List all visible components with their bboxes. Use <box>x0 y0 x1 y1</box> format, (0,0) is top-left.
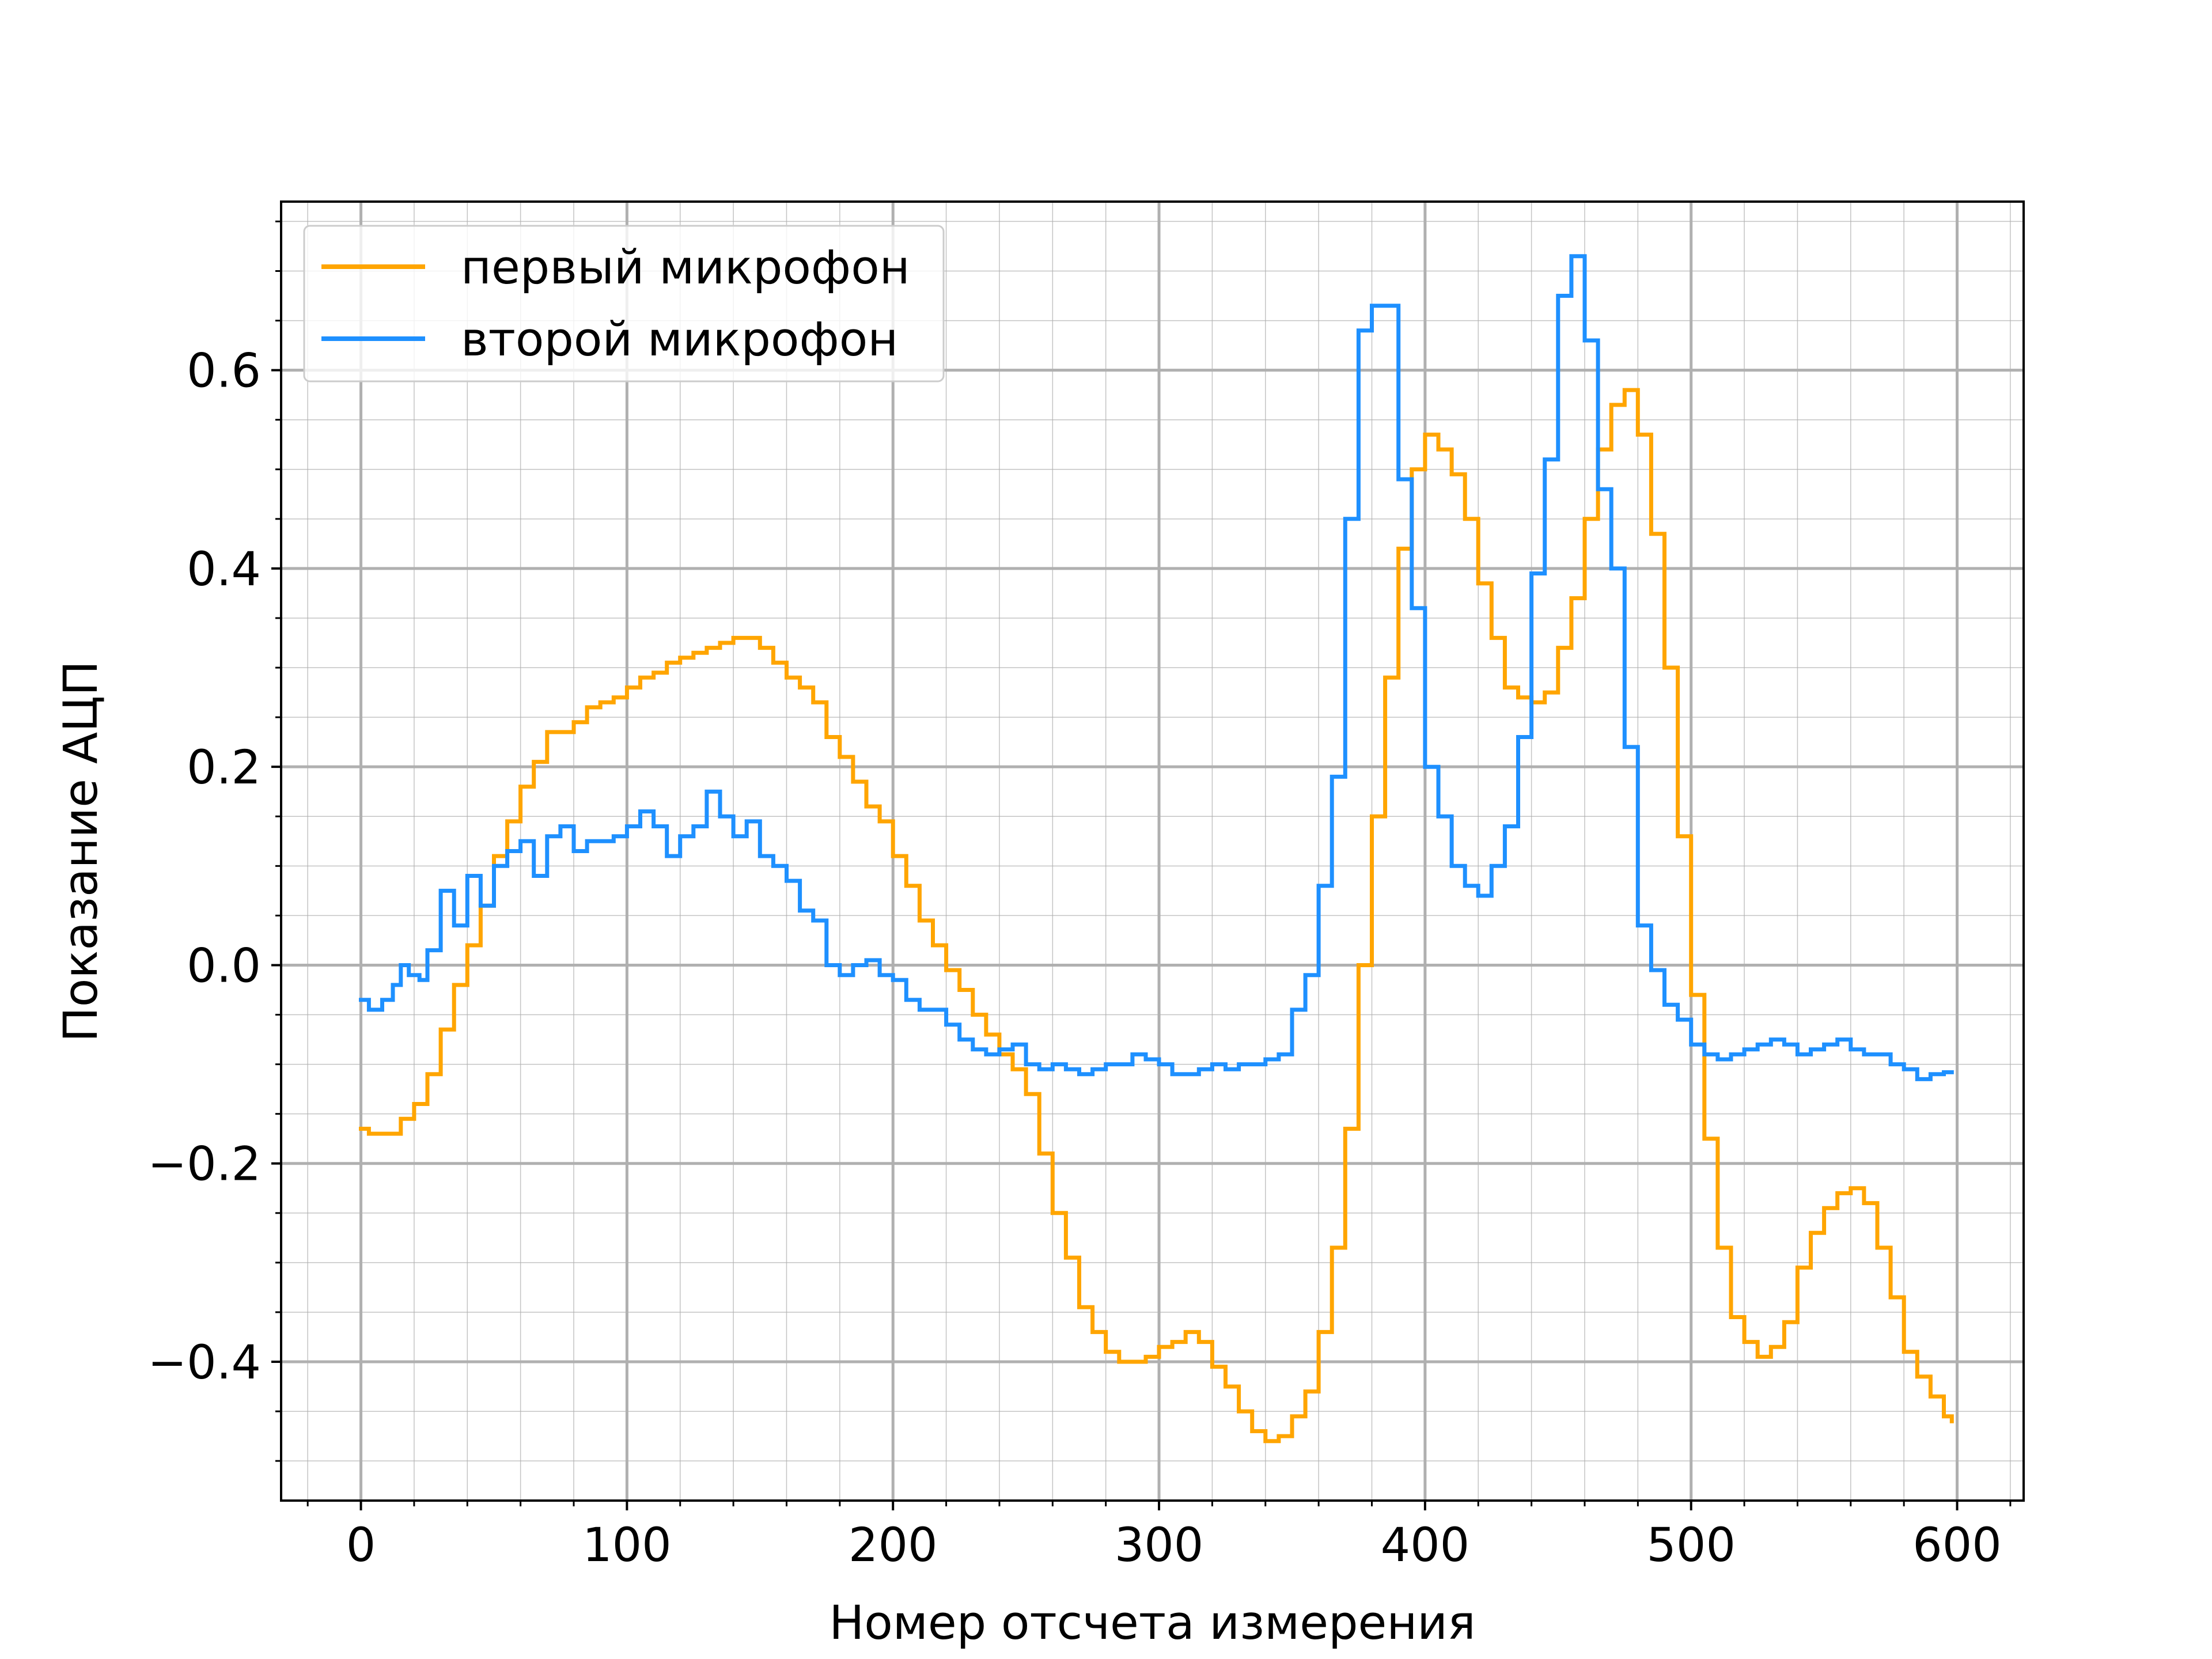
legend-label-first-microphone: первый микрофон <box>461 241 910 295</box>
legend: первый микрофон второй микрофон <box>303 225 945 382</box>
y-tick-label: −0.2 <box>147 1138 261 1192</box>
x-tick-label: 300 <box>1115 1518 1204 1573</box>
y-tick-label: −0.4 <box>147 1336 261 1390</box>
x-tick-label: 200 <box>849 1518 938 1573</box>
y-tick-label: 0.2 <box>187 741 261 795</box>
series-line-first-microphone <box>359 388 1954 1444</box>
x-tick-label: 0 <box>346 1518 376 1573</box>
y-tick-label: 0.0 <box>187 939 261 993</box>
y-tick-label: 0.6 <box>187 344 261 399</box>
legend-label-second-microphone: второй микрофон <box>461 313 898 367</box>
x-tick-label: 500 <box>1646 1518 1736 1573</box>
x-tick-label: 400 <box>1381 1518 1470 1573</box>
ticks-layer <box>271 220 2012 1510</box>
major-grid <box>281 202 2024 1501</box>
y-axis-label: Показание АЦП <box>54 661 108 1042</box>
series-line-second-microphone <box>359 254 1954 1081</box>
x-axis-label: Номер отсчета измерения <box>829 1596 1475 1650</box>
y-tick-label: 0.4 <box>187 543 261 597</box>
x-tick-label: 600 <box>1912 1518 2002 1573</box>
series-layer <box>359 254 1954 1444</box>
x-tick-label: 100 <box>582 1518 672 1573</box>
legend-box <box>303 225 945 382</box>
tick-labels-layer: 0 100 200 300 400 500 600 −0.4 −0.2 0.0 0.2 0.4 0.6 <box>147 344 2002 1573</box>
plot-frame <box>280 200 2025 1502</box>
